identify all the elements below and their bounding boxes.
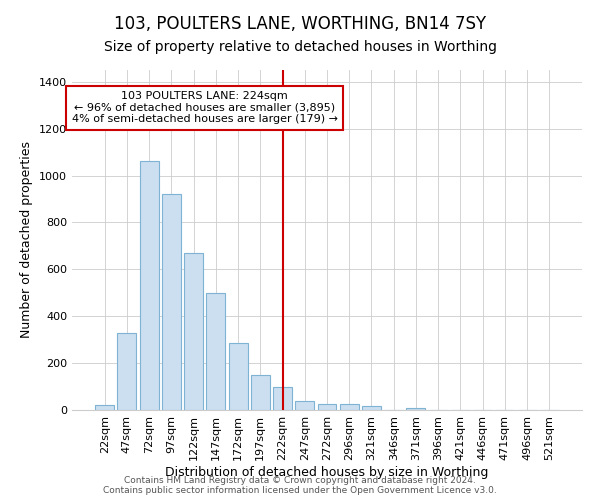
Bar <box>118 332 136 410</box>
Text: 103 POULTERS LANE: 224sqm
← 96% of detached houses are smaller (3,895)
4% of sem: 103 POULTERS LANE: 224sqm ← 96% of detac… <box>71 91 338 124</box>
Y-axis label: Number of detached properties: Number of detached properties <box>20 142 34 338</box>
Bar <box>295 400 314 410</box>
Bar <box>317 404 337 410</box>
Bar <box>251 375 270 410</box>
Bar <box>184 253 203 410</box>
X-axis label: Distribution of detached houses by size in Worthing: Distribution of detached houses by size … <box>166 466 488 478</box>
Text: Size of property relative to detached houses in Worthing: Size of property relative to detached ho… <box>104 40 497 54</box>
Text: 103, POULTERS LANE, WORTHING, BN14 7SY: 103, POULTERS LANE, WORTHING, BN14 7SY <box>114 15 486 33</box>
Bar <box>140 162 158 410</box>
Bar <box>406 408 425 410</box>
Bar <box>162 194 181 410</box>
Bar <box>340 404 359 410</box>
Text: Contains HM Land Registry data © Crown copyright and database right 2024.
Contai: Contains HM Land Registry data © Crown c… <box>103 476 497 495</box>
Bar <box>206 293 225 410</box>
Bar <box>362 406 381 410</box>
Bar <box>229 343 248 410</box>
Bar <box>273 386 292 410</box>
Bar <box>95 406 114 410</box>
